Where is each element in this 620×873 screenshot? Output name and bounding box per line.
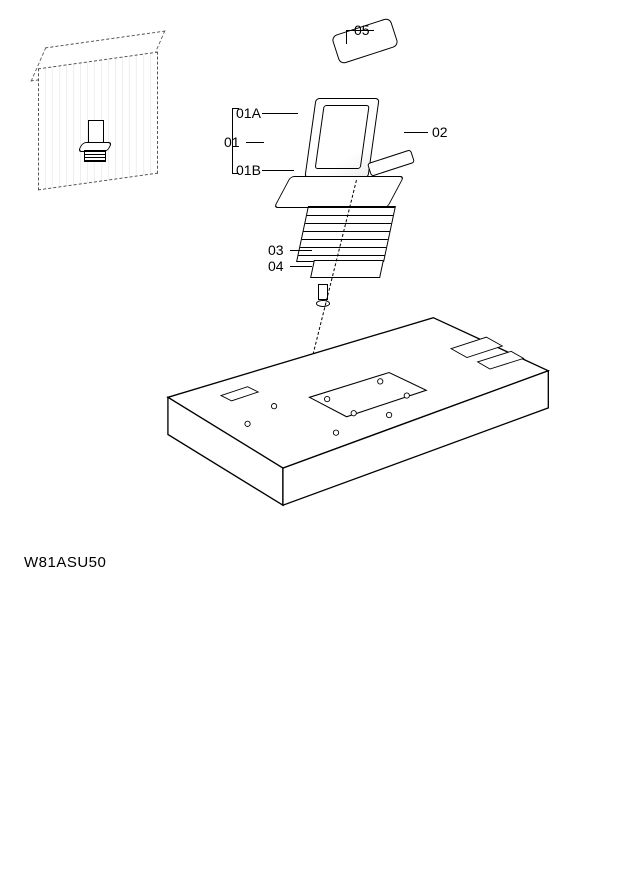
armrest (367, 149, 415, 177)
leader-line (346, 30, 374, 31)
leader-line (290, 250, 312, 251)
callout-04: 04 (268, 258, 284, 274)
figure-code: W81ASU50 (24, 554, 106, 571)
thumbnail-seat (78, 120, 112, 160)
diagram-canvas: 05 01A 01 01B 02 03 04 W81ASU50 (0, 0, 620, 873)
seat-pedestal (310, 260, 384, 278)
thumbnail-seat-base (84, 150, 106, 162)
callout-02: 02 (432, 124, 448, 140)
platform-svg (86, 300, 586, 530)
seat-cushion (273, 176, 404, 208)
callout-01A: 01A (236, 105, 261, 121)
callout-01B: 01B (236, 162, 261, 178)
leader-line (290, 266, 312, 267)
leader-line (346, 30, 347, 44)
leader-line (246, 142, 264, 143)
thumbnail-seat-back (88, 120, 104, 144)
floor-platform (86, 300, 586, 530)
leader-line (262, 170, 294, 171)
thumbnail-cab (28, 30, 168, 190)
leader-line (262, 113, 298, 114)
leader-line (404, 132, 428, 133)
callout-03: 03 (268, 242, 284, 258)
callout-01: 01 (224, 134, 240, 150)
seat-suspension (296, 206, 396, 262)
